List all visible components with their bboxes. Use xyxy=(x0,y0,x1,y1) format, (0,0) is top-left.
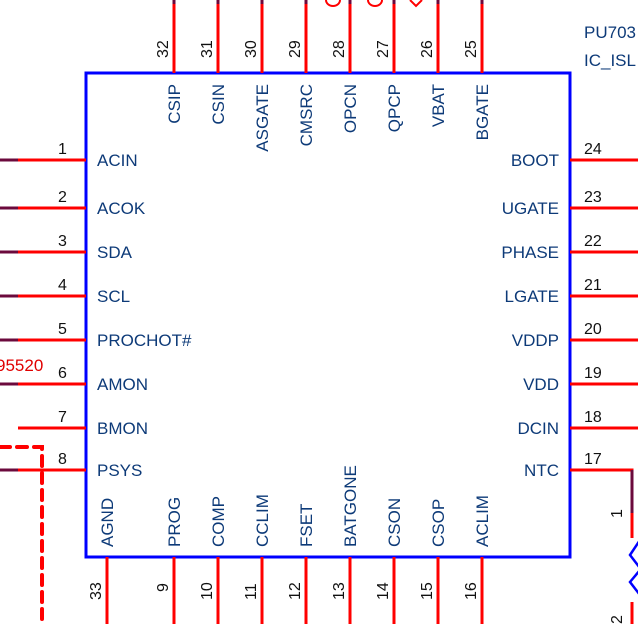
pin-name: NTC xyxy=(524,461,559,480)
pin-number: 19 xyxy=(584,365,602,382)
pin-name: FSET xyxy=(297,504,316,547)
pin-number: 13 xyxy=(331,582,348,600)
pin-name: DCIN xyxy=(517,419,559,438)
pin-name: CMSRC xyxy=(297,84,316,146)
pin-number: 20 xyxy=(584,321,602,338)
pin-name: UGATE xyxy=(502,199,559,218)
pin-number: 21 xyxy=(584,277,602,294)
pin-name: PSYS xyxy=(97,461,142,480)
pin-name: PROCHOT# xyxy=(97,331,192,350)
pin-name: PHASE xyxy=(501,243,559,262)
pin-number: 25 xyxy=(463,40,480,58)
pin-name: ACLIM xyxy=(473,495,492,547)
pin-number: 3 xyxy=(58,233,67,250)
pin-name: BMON xyxy=(97,419,148,438)
pin-number: 6 xyxy=(58,365,67,382)
pin-name: CSOP xyxy=(429,499,448,547)
pin-name: SCL xyxy=(97,287,130,306)
pin-number: 26 xyxy=(419,40,436,58)
ntc-wire xyxy=(570,468,634,513)
pin-number: 4 xyxy=(58,277,67,294)
pin-name: CCLIM xyxy=(253,494,272,547)
thermistor-pin-1: 1 xyxy=(609,509,626,518)
pin-number: 1 xyxy=(58,141,67,158)
pin-number: 17 xyxy=(584,451,602,468)
pin-name: VBAT xyxy=(429,84,448,127)
pin-number: 11 xyxy=(243,583,260,600)
pin-number: 22 xyxy=(584,233,602,250)
pin-name: BGATE xyxy=(473,84,492,140)
pin-number: 14 xyxy=(375,582,392,600)
pin-number: 31 xyxy=(199,40,216,58)
refdes-label: PU703 xyxy=(584,23,636,42)
pin-name: PROG xyxy=(165,497,184,547)
part-label: IC_ISL xyxy=(584,51,636,70)
pin-number: 30 xyxy=(243,40,260,58)
pin-name: QPCP xyxy=(385,84,404,132)
net-labels-partial-top xyxy=(325,0,423,8)
pin-number: 7 xyxy=(58,409,67,426)
pin-number: 15 xyxy=(419,582,436,600)
pin-number: 29 xyxy=(287,40,304,58)
pin-number: 2 xyxy=(58,189,67,206)
dashed-boundary xyxy=(0,445,44,624)
pin-name: COMP xyxy=(209,496,228,547)
thermistor-symbol xyxy=(628,540,638,595)
pin-number: 10 xyxy=(199,582,216,600)
thermistor-pin-2: 2 xyxy=(609,615,626,624)
pin-name: SDA xyxy=(97,243,133,262)
pin-number: 8 xyxy=(58,451,67,468)
pin-name: CSIP xyxy=(165,84,184,124)
pin-number: 27 xyxy=(375,40,392,58)
net-label-partial: 95520 xyxy=(0,356,43,375)
pin-name: LGATE xyxy=(505,287,559,306)
pin-number: 32 xyxy=(155,40,172,58)
pin-name: VDDP xyxy=(512,331,559,350)
pin-number: 16 xyxy=(463,582,480,600)
pin-name: VDD xyxy=(523,375,559,394)
pin-name: ACIN xyxy=(97,151,138,170)
pin-number: 5 xyxy=(58,321,67,338)
pin-number: 23 xyxy=(584,189,602,206)
pin-name: AGND xyxy=(98,498,117,547)
pin-name: CSON xyxy=(385,498,404,547)
pin-number: 33 xyxy=(88,582,105,600)
pin-name: ASGATE xyxy=(253,84,272,152)
pin-name: BATGONE xyxy=(341,465,360,547)
pin-number: 28 xyxy=(331,40,348,58)
pin-name: CSIN xyxy=(209,84,228,125)
pin-name: BOOT xyxy=(511,151,559,170)
pin-number: 24 xyxy=(584,141,602,158)
pin-name: ACOK xyxy=(97,199,146,218)
pin-number: 9 xyxy=(155,583,172,592)
pin-name: OPCN xyxy=(341,84,360,133)
ic-body xyxy=(84,71,572,559)
pin-name: AMON xyxy=(97,375,148,394)
pin-number: 18 xyxy=(584,409,602,426)
pin-number: 12 xyxy=(287,582,304,600)
